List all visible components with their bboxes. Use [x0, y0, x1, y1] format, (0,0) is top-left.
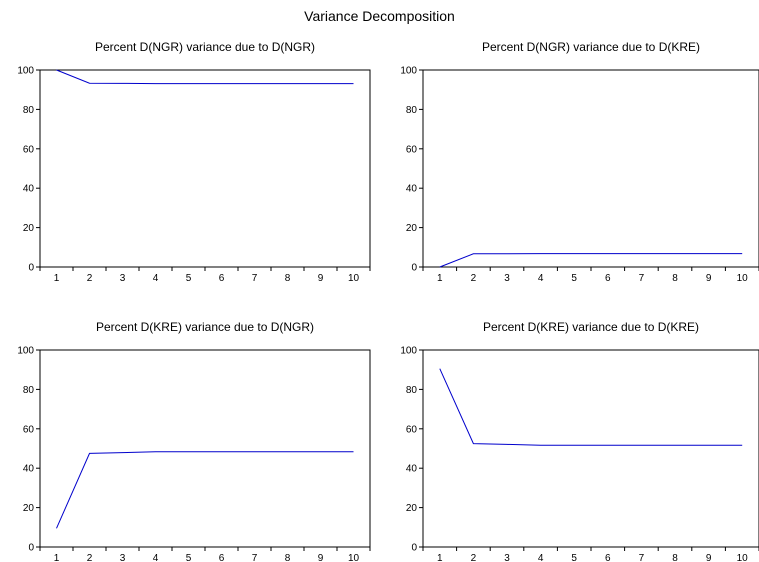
- x-tick-label: 5: [186, 553, 192, 562]
- y-tick-label: 100: [17, 66, 34, 77]
- plot-frame: [422, 349, 759, 548]
- y-tick-label: 40: [406, 184, 418, 195]
- x-tick-label: 2: [87, 273, 93, 284]
- x-tick-label: 9: [318, 553, 324, 562]
- x-tick-label: 8: [285, 273, 291, 284]
- chart-panel-ngr-kre: 0 20 40 60 80 100 1 2 3 4 5 6 7 8 9 10: [400, 66, 759, 284]
- x-tick-label: 7: [252, 273, 258, 284]
- y-tick-label: 80: [406, 105, 418, 116]
- x-tick-label: 7: [639, 273, 645, 284]
- x-tick-label: 6: [605, 273, 611, 284]
- y-tick-label: 0: [411, 263, 417, 274]
- y-tick-label: 60: [23, 424, 35, 435]
- x-tick-label: 10: [737, 553, 749, 562]
- panel-title-kre-kre: Percent D(KRE) variance due to D(KRE): [482, 320, 700, 334]
- y-tick-label: 100: [400, 66, 417, 77]
- y-tick-label: 60: [406, 144, 418, 155]
- chart-panel-ngr-ngr: 0 20 40 60 80 100 1 2 3 4 5 6 7 8 9 10: [17, 66, 371, 284]
- plot-frame: [39, 69, 371, 268]
- x-tick-label: 1: [437, 273, 443, 284]
- x-tick-label: 4: [153, 273, 159, 284]
- panel-title-kre-ngr: Percent D(KRE) variance due to D(NGR): [95, 320, 315, 334]
- y-tick-label: 40: [23, 464, 35, 475]
- y-tick-label: 80: [23, 105, 35, 116]
- x-tick-label: 2: [87, 553, 93, 562]
- x-tick-label: 3: [120, 273, 126, 284]
- x-tick-label: 7: [252, 553, 258, 562]
- panel-title-ngr-kre: Percent D(NGR) variance due to D(KRE): [481, 40, 701, 54]
- x-tick-label: 10: [737, 273, 749, 284]
- x-tick-label: 4: [538, 273, 544, 284]
- y-tick-label: 0: [28, 543, 34, 554]
- y-tick-label: 0: [28, 263, 34, 274]
- main-title: Variance Decomposition: [304, 8, 455, 24]
- plot-frame: [39, 349, 371, 548]
- x-tick-label: 1: [54, 273, 60, 284]
- x-tick-label: 4: [538, 553, 544, 562]
- x-tick-label: 10: [348, 273, 360, 284]
- x-tick-label: 10: [348, 553, 360, 562]
- y-tick-label: 80: [406, 385, 418, 396]
- y-tick-label: 20: [23, 503, 35, 514]
- series-line: [56, 69, 354, 85]
- x-tick-label: 5: [571, 553, 577, 562]
- chart-panel-kre-ngr: 0 20 40 60 80 100 1 2 3 4 5 6 7 8 9 10: [17, 346, 371, 562]
- x-tick-label: 9: [318, 273, 324, 284]
- x-tick-label: 4: [153, 553, 159, 562]
- series-line: [439, 253, 743, 268]
- y-tick-label: 20: [406, 503, 418, 514]
- x-tick-label: 3: [120, 553, 126, 562]
- panel-title-ngr-ngr: Percent D(NGR) variance due to D(NGR): [94, 40, 316, 54]
- plot-frame: [422, 69, 759, 268]
- x-tick-label: 1: [437, 553, 443, 562]
- x-tick-label: 8: [672, 553, 678, 562]
- chart-panel-kre-kre: 0 20 40 60 80 100 1 2 3 4 5 6 7 8 9 10: [400, 346, 759, 562]
- series-line: [439, 368, 743, 446]
- y-tick-label: 40: [23, 184, 35, 195]
- x-tick-label: 9: [706, 553, 712, 562]
- y-tick-label: 60: [23, 144, 35, 155]
- x-tick-label: 3: [504, 553, 510, 562]
- y-tick-label: 80: [23, 385, 35, 396]
- x-tick-label: 8: [285, 553, 291, 562]
- x-tick-label: 9: [706, 273, 712, 284]
- x-tick-label: 7: [639, 553, 645, 562]
- x-tick-label: 6: [219, 553, 225, 562]
- y-tick-label: 0: [411, 543, 417, 554]
- y-tick-label: 20: [23, 223, 35, 234]
- x-tick-label: 1: [54, 553, 60, 562]
- series-line: [56, 451, 354, 529]
- x-tick-label: 3: [504, 273, 510, 284]
- x-tick-label: 5: [186, 273, 192, 284]
- y-tick-label: 60: [406, 424, 418, 435]
- x-tick-label: 2: [471, 553, 477, 562]
- x-tick-label: 2: [471, 273, 477, 284]
- y-tick-label: 40: [406, 464, 418, 475]
- x-tick-label: 5: [571, 273, 577, 284]
- y-tick-label: 100: [17, 346, 34, 357]
- x-tick-label: 6: [219, 273, 225, 284]
- y-tick-label: 100: [400, 346, 417, 357]
- x-tick-label: 8: [672, 273, 678, 284]
- y-tick-label: 20: [406, 223, 418, 234]
- x-tick-label: 6: [605, 553, 611, 562]
